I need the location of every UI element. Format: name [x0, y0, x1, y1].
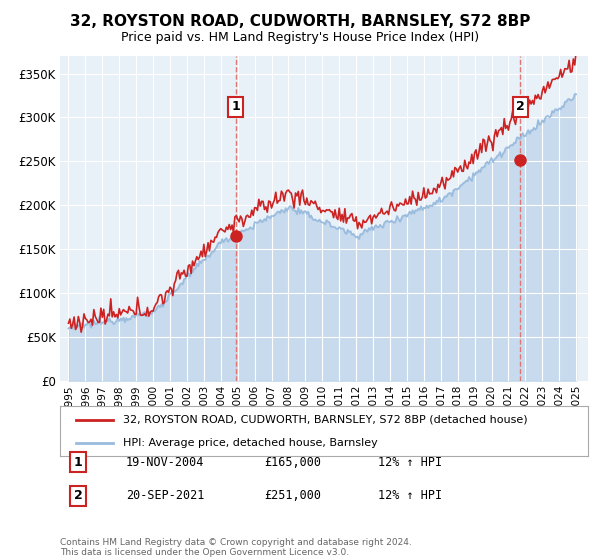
- Text: 20-SEP-2021: 20-SEP-2021: [126, 489, 205, 502]
- Text: HPI: Average price, detached house, Barnsley: HPI: Average price, detached house, Barn…: [124, 438, 378, 448]
- Text: 2: 2: [74, 489, 82, 502]
- Text: 2: 2: [516, 100, 525, 114]
- Text: 1: 1: [231, 100, 240, 114]
- Text: 1: 1: [74, 455, 82, 469]
- Text: 19-NOV-2004: 19-NOV-2004: [126, 455, 205, 469]
- Text: 32, ROYSTON ROAD, CUDWORTH, BARNSLEY, S72 8BP: 32, ROYSTON ROAD, CUDWORTH, BARNSLEY, S7…: [70, 14, 530, 29]
- Text: Contains HM Land Registry data © Crown copyright and database right 2024.
This d: Contains HM Land Registry data © Crown c…: [60, 538, 412, 557]
- Text: 12% ↑ HPI: 12% ↑ HPI: [378, 489, 442, 502]
- Text: Price paid vs. HM Land Registry's House Price Index (HPI): Price paid vs. HM Land Registry's House …: [121, 31, 479, 44]
- Text: 12% ↑ HPI: 12% ↑ HPI: [378, 455, 442, 469]
- Text: 32, ROYSTON ROAD, CUDWORTH, BARNSLEY, S72 8BP (detached house): 32, ROYSTON ROAD, CUDWORTH, BARNSLEY, S7…: [124, 414, 528, 424]
- Text: £165,000: £165,000: [264, 455, 321, 469]
- Text: £251,000: £251,000: [264, 489, 321, 502]
